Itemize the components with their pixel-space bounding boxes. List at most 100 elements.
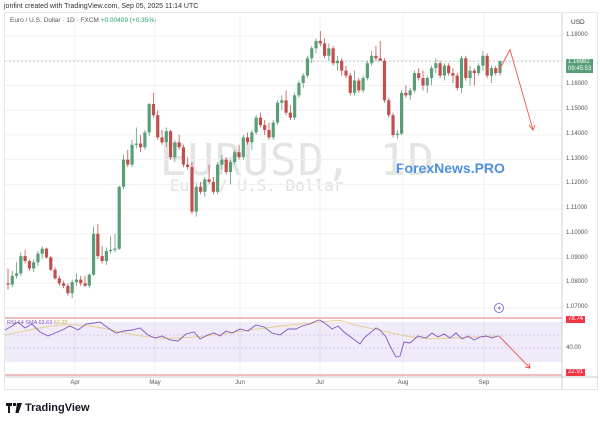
- price-axis-label: 1.10000: [566, 229, 588, 236]
- symbol-line: Euro / U.S. Dollar · 1D · FXCM: [10, 17, 99, 24]
- tradingview-logo-icon: [6, 403, 22, 413]
- candle-body: [32, 262, 36, 269]
- price-axis-label: 1.09000: [566, 254, 588, 261]
- candle-body: [250, 132, 254, 143]
- candle-body: [139, 143, 143, 148]
- candle-body: [314, 40, 318, 49]
- candle-body: [477, 65, 481, 74]
- candle-body: [53, 269, 57, 279]
- candle-body: [19, 256, 23, 274]
- candle-body: [429, 68, 434, 79]
- candle-body: [293, 95, 297, 118]
- price-change: +0.00409 (+0.35%): [100, 17, 157, 24]
- candle-body: [258, 117, 263, 126]
- candle-body: [382, 60, 387, 101]
- candle-body: [254, 117, 258, 133]
- price-axis-label: 1.18000: [566, 32, 588, 38]
- candle-body: [66, 285, 70, 294]
- candle-body: [164, 131, 168, 143]
- rsi-upper-tag: 78.74: [566, 316, 586, 323]
- candle-body: [6, 283, 10, 285]
- candle-body: [143, 132, 147, 148]
- forecast-arrowhead: [528, 124, 536, 131]
- candle-body: [121, 159, 126, 187]
- candle-body: [442, 65, 446, 76]
- candle-body: [331, 48, 335, 64]
- candle-body: [391, 115, 395, 135]
- candle-body: [464, 58, 468, 79]
- candle-body: [57, 278, 61, 284]
- candle-body: [438, 63, 442, 76]
- candle-body: [40, 248, 44, 254]
- candle-body: [36, 253, 40, 263]
- forecast-arrow: [498, 48, 534, 131]
- brand-watermark: ForexNews.PRO: [396, 160, 505, 176]
- candle-body: [186, 164, 190, 168]
- candle-body: [87, 274, 91, 286]
- candle-body: [113, 248, 117, 250]
- candle-body: [271, 122, 275, 138]
- symbol-watermark: EURUSD, 1D: [160, 135, 435, 186]
- price-axis-label: 1.14000: [566, 130, 588, 137]
- candle-body: [168, 131, 173, 158]
- candle-body: [126, 159, 130, 165]
- candle-body: [109, 249, 113, 252]
- candle-body: [134, 143, 138, 145]
- candle-body: [147, 104, 151, 133]
- candle-body: [181, 147, 186, 165]
- candle-body: [481, 55, 485, 66]
- candle-body: [228, 162, 233, 173]
- tradingview-logo[interactable]: TradingView: [6, 402, 90, 414]
- candle-body: [361, 78, 365, 91]
- candle-body: [370, 55, 374, 64]
- candle-body: [44, 248, 49, 258]
- candle-body: [280, 100, 284, 103]
- candle-body: [130, 144, 134, 165]
- rsi-name: RSI: [7, 320, 17, 326]
- candle-body: [387, 100, 391, 116]
- lightning-icon: [497, 305, 501, 311]
- currency-label: USD: [571, 19, 585, 26]
- candle-body: [117, 186, 121, 249]
- candle-body: [408, 90, 412, 96]
- bar-countdown: 09:45:53: [568, 66, 592, 72]
- price-axis-label: 1.07000: [566, 304, 588, 311]
- candle-body: [224, 159, 228, 173]
- candle-body: [245, 137, 250, 143]
- candle-body: [459, 58, 464, 88]
- candle-body: [297, 82, 301, 96]
- rsi-ma-value: 62.22: [53, 320, 68, 326]
- candle-body: [70, 282, 74, 294]
- candle-body: [207, 179, 211, 182]
- candle-body: [49, 257, 53, 270]
- symbol-legend: Euro / U.S. Dollar · 1D · FXCM +0.00409 …: [10, 17, 156, 24]
- rsi-forecast-arrowhead: [524, 362, 531, 369]
- candle-body: [357, 80, 361, 91]
- candle-body: [485, 55, 489, 76]
- candle-body: [160, 137, 164, 143]
- candle-body: [173, 142, 177, 158]
- time-axis-label: Jun: [235, 380, 245, 386]
- candle-body: [216, 164, 220, 192]
- rsi-ma-line: [4, 319, 501, 340]
- candle-body: [340, 60, 344, 71]
- candle-body: [344, 70, 348, 76]
- candle-body: [318, 40, 322, 44]
- chart-credit: jonfint created with TradingView.com, Se…: [4, 3, 199, 10]
- candle-body: [352, 80, 357, 93]
- rsi-lower-tag: 22.91: [566, 369, 586, 376]
- candle-body: [203, 179, 207, 192]
- candle-body: [267, 129, 271, 138]
- candle-body: [91, 233, 96, 275]
- candle-body: [417, 73, 421, 79]
- candle-body: [489, 68, 494, 76]
- candle-body: [404, 92, 408, 96]
- candle-body: [156, 115, 160, 138]
- candle-body: [220, 159, 224, 165]
- candle-body: [194, 186, 198, 212]
- current-price: 1.16982: [568, 59, 590, 65]
- price-axis-label: 1.15000: [566, 106, 588, 113]
- candle-body: [241, 137, 245, 158]
- candle-body: [322, 43, 327, 56]
